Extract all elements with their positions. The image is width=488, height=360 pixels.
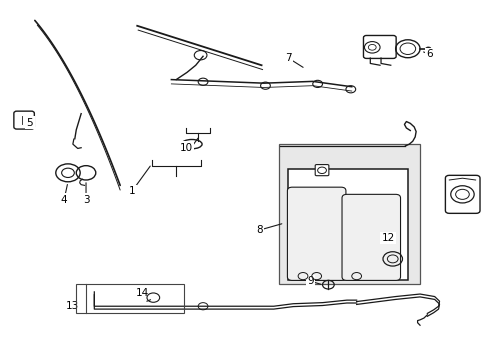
FancyBboxPatch shape — [287, 187, 345, 280]
Text: 7: 7 — [285, 53, 291, 63]
Text: 3: 3 — [82, 195, 89, 205]
Text: 11: 11 — [447, 182, 460, 192]
Text: 14: 14 — [135, 288, 148, 298]
FancyBboxPatch shape — [445, 175, 479, 213]
Text: 6: 6 — [426, 49, 432, 59]
FancyBboxPatch shape — [315, 165, 328, 176]
Text: 8: 8 — [255, 225, 262, 235]
Circle shape — [345, 86, 355, 93]
Circle shape — [312, 80, 322, 87]
Bar — [288, 169, 407, 280]
Text: 9: 9 — [306, 276, 313, 286]
Text: 5: 5 — [26, 118, 33, 128]
Circle shape — [425, 47, 430, 51]
Circle shape — [198, 78, 207, 85]
FancyBboxPatch shape — [341, 194, 400, 280]
Bar — [278, 144, 419, 284]
Text: 10: 10 — [179, 143, 192, 153]
Text: 12: 12 — [381, 233, 394, 243]
Text: 1: 1 — [129, 186, 135, 196]
Text: 4: 4 — [61, 195, 67, 205]
Bar — [76, 284, 183, 314]
FancyBboxPatch shape — [363, 36, 395, 58]
Text: 2: 2 — [185, 146, 191, 156]
Circle shape — [260, 82, 270, 89]
Text: 13: 13 — [66, 301, 80, 311]
FancyBboxPatch shape — [14, 111, 34, 129]
